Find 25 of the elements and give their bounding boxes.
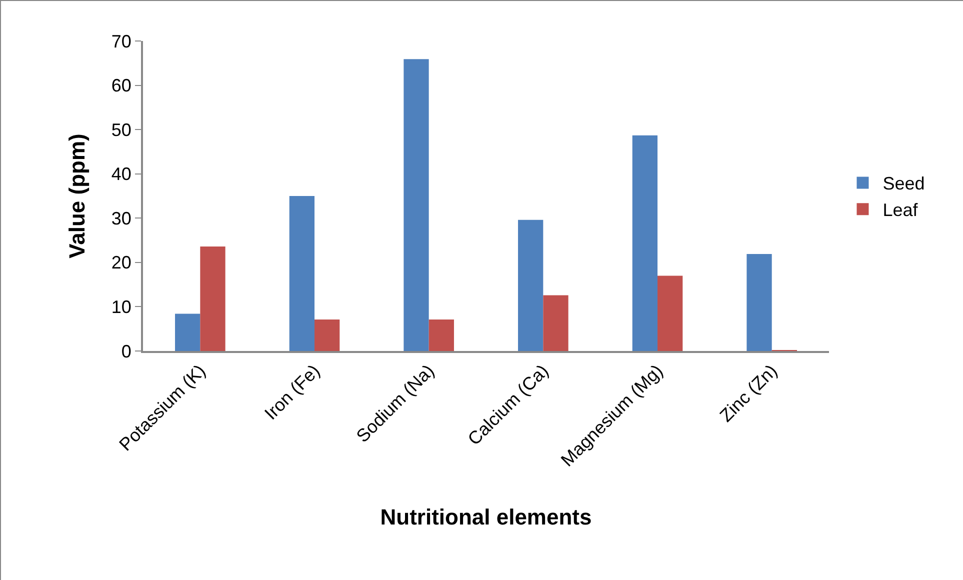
- bar: [746, 254, 772, 351]
- y-tick-label: 10: [111, 297, 132, 318]
- y-tick-label: 30: [111, 208, 132, 228]
- y-tick-label: 0: [121, 341, 132, 362]
- bar: [175, 314, 200, 351]
- y-tick-label: 50: [111, 120, 132, 140]
- x-axis-title: Nutritional elements: [380, 504, 592, 530]
- legend-label: Leaf: [882, 200, 919, 220]
- bar: [289, 196, 314, 351]
- y-axis-title: Value (ppm): [64, 134, 90, 258]
- y-tick-label: 70: [111, 31, 132, 52]
- bar: [314, 320, 340, 351]
- bar: [404, 59, 429, 351]
- legend-label: Seed: [882, 174, 925, 194]
- x-tick-label: Iron (Fe): [260, 360, 324, 424]
- bar: [632, 135, 658, 351]
- bar: [518, 220, 544, 351]
- x-tick-label: Zinc (Zn): [716, 360, 782, 426]
- bar: [658, 276, 683, 351]
- y-tick-label: 60: [111, 76, 132, 96]
- bar: [200, 246, 226, 351]
- bar: [543, 295, 568, 351]
- y-tick-label: 40: [111, 164, 132, 184]
- y-tick-label: 20: [111, 252, 132, 273]
- bar: [428, 320, 454, 351]
